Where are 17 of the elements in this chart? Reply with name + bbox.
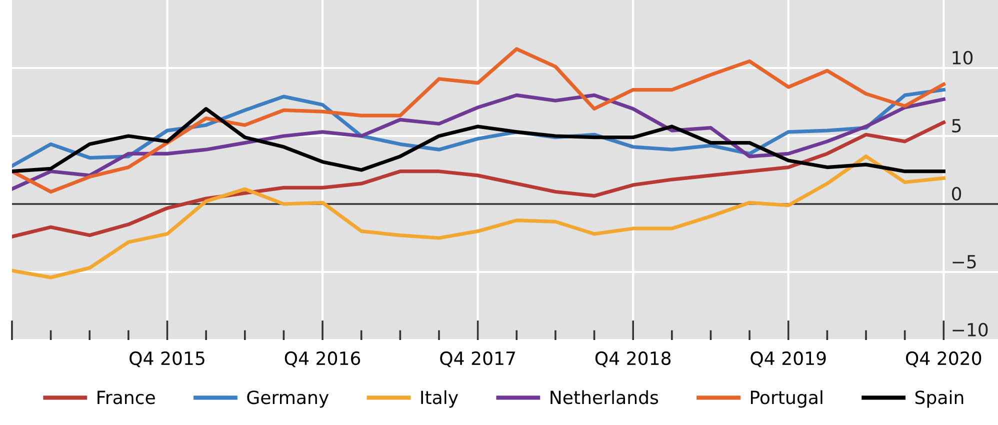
legend-label: Netherlands — [550, 390, 658, 404]
y-tick-label: 10 — [952, 50, 973, 64]
legend-label: Italy — [421, 390, 458, 408]
x-tick-label: Q4 2017 — [440, 351, 515, 368]
legend-label: France — [98, 390, 155, 404]
x-tick-label: Q4 2015 — [130, 351, 204, 368]
x-tick-label: Q4 2018 — [595, 351, 671, 368]
x-tick-label: Q4 2016 — [284, 351, 360, 368]
x-tick-label: Q4 2019 — [750, 351, 826, 368]
legend-label: Portugal — [750, 390, 822, 408]
y-tick-label: 0 — [952, 186, 962, 200]
y-tick-label: −5 — [952, 255, 976, 268]
y-tick-label: −10 — [952, 322, 988, 336]
legend-label: Spain — [915, 390, 964, 408]
x-tick-label: Q4 2020 — [906, 351, 982, 368]
y-tick-label: 5 — [952, 119, 961, 132]
legend-label: Germany — [247, 390, 329, 408]
